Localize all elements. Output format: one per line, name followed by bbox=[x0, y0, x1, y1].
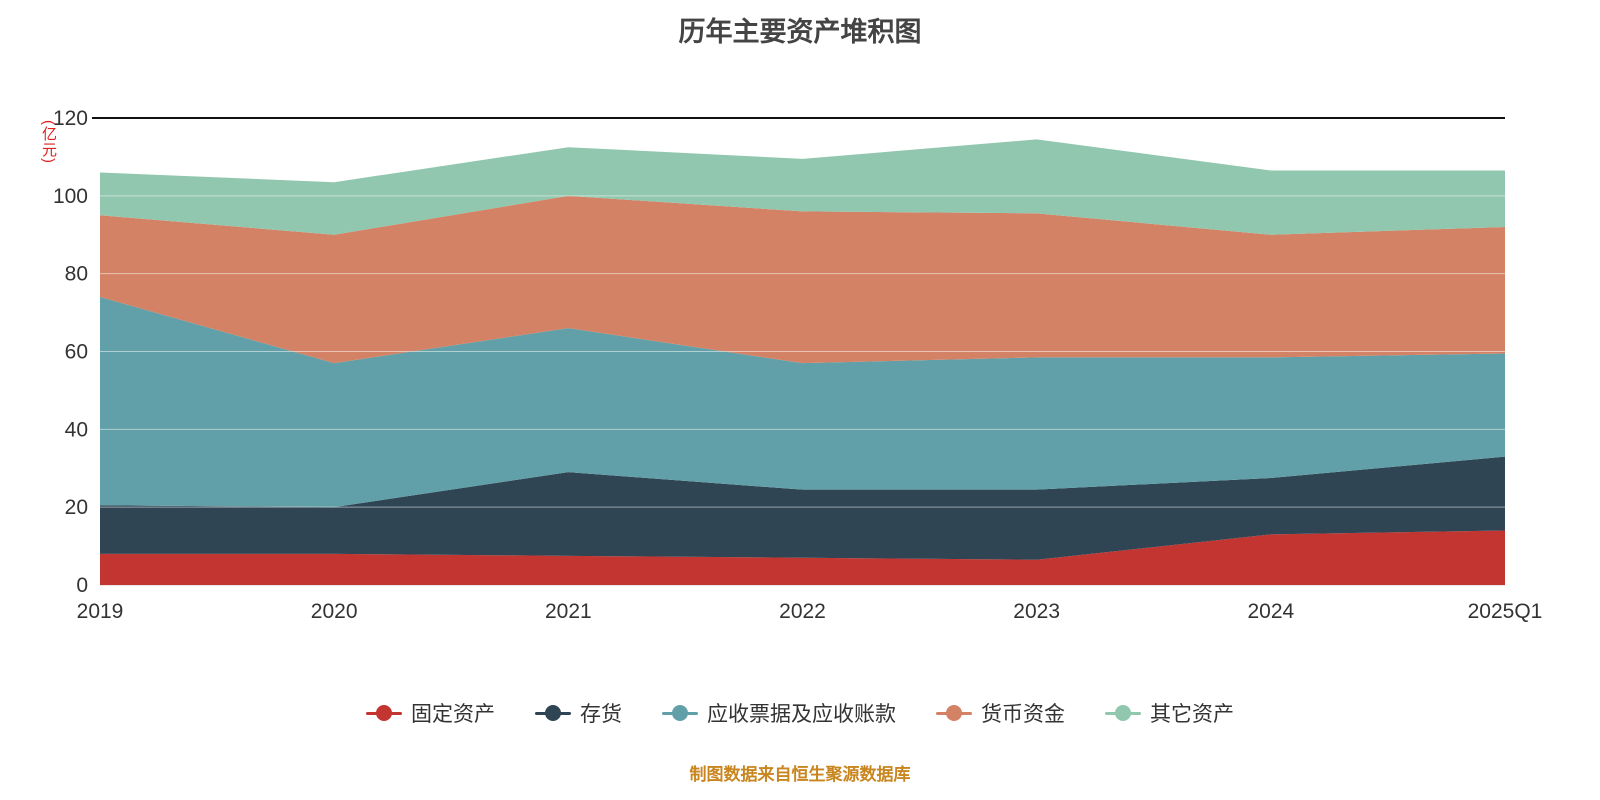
legend-item-4[interactable]: 其它资产 bbox=[1105, 698, 1234, 728]
legend: 固定资产 存货 应收票据及应收账款 货币资金 其它资产 bbox=[0, 698, 1600, 728]
x-tick-label: 2021 bbox=[545, 600, 592, 623]
series-area-0 bbox=[100, 530, 1505, 585]
legend-marker-icon bbox=[1105, 705, 1141, 721]
series-area-2 bbox=[100, 297, 1505, 508]
y-tick-label: 40 bbox=[65, 418, 88, 441]
x-tick-label: 2022 bbox=[779, 600, 826, 623]
x-tick-label: 2024 bbox=[1247, 600, 1294, 623]
y-tick-label: 0 bbox=[76, 574, 88, 597]
y-axis-unit-label: (亿元) bbox=[40, 120, 57, 164]
legend-marker-icon bbox=[936, 705, 972, 721]
x-tick-label: 2023 bbox=[1013, 600, 1060, 623]
legend-label: 存货 bbox=[580, 703, 622, 726]
legend-item-2[interactable]: 应收票据及应收账款 bbox=[662, 698, 896, 728]
data-source-note: 制图数据来自恒生聚源数据库 bbox=[689, 765, 911, 784]
legend-label: 其它资产 bbox=[1150, 703, 1234, 726]
legend-label: 应收票据及应收账款 bbox=[707, 703, 896, 726]
legend-item-3[interactable]: 货币资金 bbox=[936, 698, 1065, 728]
legend-label: 固定资产 bbox=[411, 703, 495, 726]
series-area-3 bbox=[100, 195, 1505, 364]
legend-item-0[interactable]: 固定资产 bbox=[366, 698, 495, 728]
x-tick-label: 2025Q1 bbox=[1468, 600, 1543, 623]
legend-marker-icon bbox=[535, 705, 571, 721]
x-tick-label: 2020 bbox=[311, 600, 358, 623]
y-tick-label: 20 bbox=[65, 496, 88, 519]
chart-title: 历年主要资产堆积图 bbox=[678, 17, 922, 47]
legend-marker-icon bbox=[662, 705, 698, 721]
legend-marker-icon bbox=[366, 705, 402, 721]
legend-label: 货币资金 bbox=[981, 703, 1065, 726]
y-tick-label: 120 bbox=[53, 107, 88, 130]
y-tick-label: 80 bbox=[65, 263, 88, 286]
series-area-4 bbox=[100, 139, 1505, 235]
y-tick-label: 100 bbox=[53, 185, 88, 208]
legend-item-1[interactable]: 存货 bbox=[535, 698, 622, 728]
y-tick-label: 60 bbox=[65, 341, 88, 364]
series-area-1 bbox=[100, 456, 1505, 560]
x-tick-label: 2019 bbox=[77, 600, 124, 623]
